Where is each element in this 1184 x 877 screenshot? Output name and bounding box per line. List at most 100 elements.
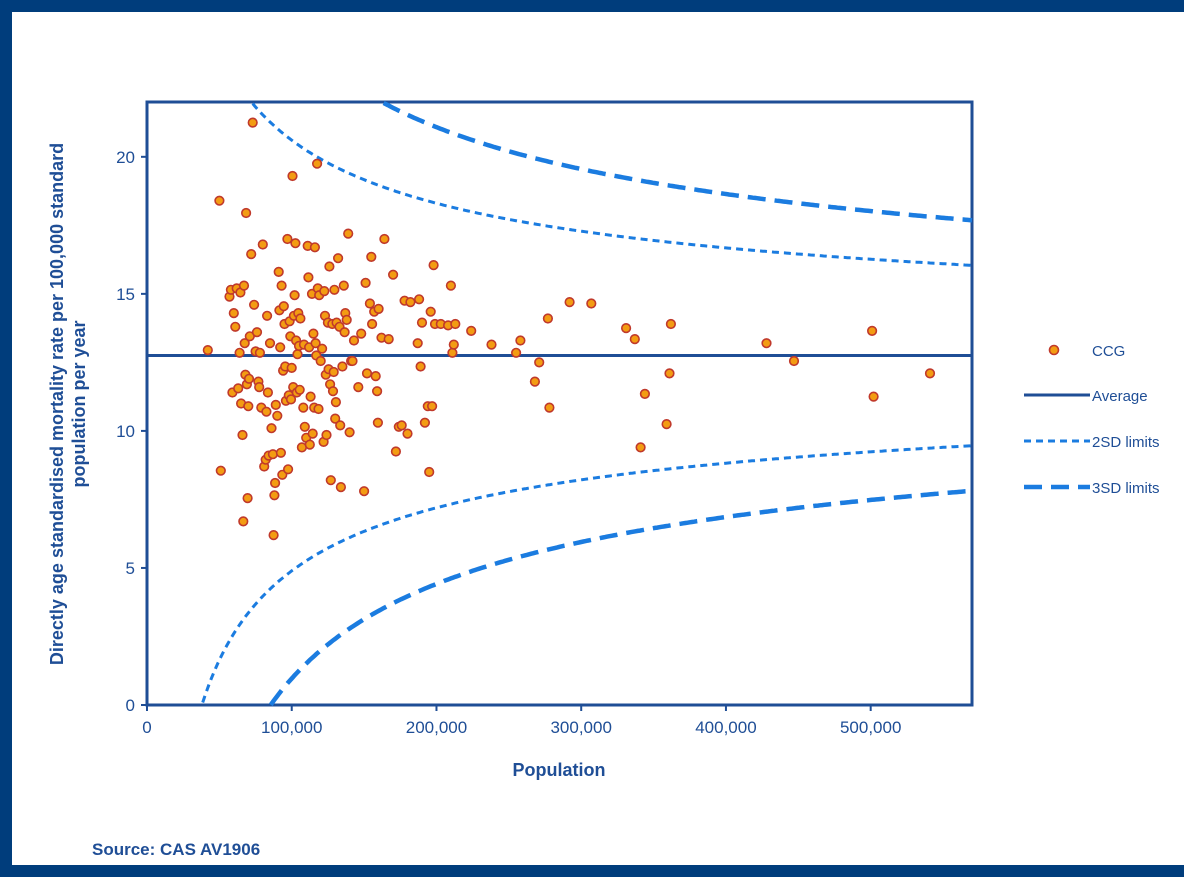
ccg-point [266, 423, 277, 434]
ccg-point [447, 347, 458, 358]
ccg-point [416, 317, 428, 328]
ccg-point [534, 357, 545, 368]
ccg-point [412, 338, 423, 349]
ccg-point [237, 429, 248, 441]
ccg-point [243, 373, 255, 384]
ccg-point [405, 297, 416, 308]
legend-average-label: Average [1092, 388, 1148, 405]
legend-2sd-label: 2SD limits [1092, 434, 1160, 451]
ccg-point [639, 388, 651, 400]
ccg-point [466, 325, 477, 337]
ccg-point [285, 394, 297, 405]
ccg-point [367, 318, 378, 330]
ccg-point [262, 310, 273, 321]
ccg-point [344, 427, 355, 438]
ccg-point [664, 368, 675, 379]
ccg-point [329, 284, 340, 295]
ccg-point [415, 361, 426, 372]
ccg-point [866, 325, 878, 337]
ccg-point [308, 328, 319, 339]
ccg-point [292, 349, 303, 360]
ccg-point [272, 410, 283, 421]
ccg-point [338, 280, 349, 291]
ccg-point [286, 362, 297, 374]
upper-2sd-limit [251, 102, 972, 267]
ccg-point [298, 402, 309, 413]
ccg-point [424, 466, 435, 478]
ccg-point [270, 399, 281, 411]
ccg-point [317, 343, 328, 354]
ccg-points [202, 117, 936, 541]
ccg-point [307, 428, 318, 439]
legend-ccg-marker [1048, 344, 1060, 356]
ccg-point [379, 233, 390, 245]
ccg-point [788, 355, 800, 367]
ccg-point [228, 308, 239, 319]
ccg-point [544, 402, 555, 413]
ccg-point [238, 516, 249, 527]
ccg-point [515, 335, 526, 346]
ccg-point [230, 321, 241, 332]
ccg-point [233, 383, 244, 394]
legend-3sd-label: 3SD limits [1092, 480, 1160, 497]
ccg-point [390, 446, 402, 457]
ccg-point [262, 387, 274, 398]
ccg-point [290, 238, 301, 249]
ccg-point [335, 482, 347, 493]
ccg-point [264, 338, 276, 349]
ccg-point [310, 338, 321, 349]
ccg-point [269, 490, 280, 501]
ccg-point [295, 313, 306, 324]
ccg-point [564, 297, 575, 308]
ccg-point [234, 347, 245, 358]
ccg-point [372, 386, 383, 397]
ccg-point [445, 280, 457, 291]
y-axis-ticks: 0 5 10 15 20 [116, 148, 147, 715]
ccg-point [239, 338, 250, 349]
lower-3sd-limit [268, 488, 973, 707]
lower-2sd-limit [201, 444, 972, 703]
ccg-point [427, 401, 438, 412]
ccg-point [364, 298, 376, 309]
upper-3sd-limit [382, 100, 973, 223]
ccg-point [661, 419, 672, 430]
ccg-point [402, 428, 413, 439]
ccg-point [529, 376, 541, 387]
ccg-point [359, 486, 370, 497]
ccg-point [254, 382, 265, 393]
y-tick-label: 5 [126, 559, 135, 578]
ccg-point [257, 239, 268, 250]
ccg-point [419, 417, 431, 428]
ccg-point [321, 429, 332, 441]
x-axis-label: Population [513, 760, 606, 780]
ccg-point [241, 207, 252, 219]
legend-ccg-label: CCG [1092, 343, 1125, 360]
ccg-point [312, 158, 323, 169]
ccg-point [215, 465, 226, 476]
ccg-point [270, 477, 281, 489]
ccg-point [373, 303, 384, 315]
ccg-point [268, 529, 279, 541]
ccg-point [510, 347, 522, 358]
ccg-point [273, 266, 284, 278]
ccg-point [635, 442, 646, 453]
ccg-point [278, 301, 289, 312]
ccg-point [761, 338, 772, 349]
ccg-point [620, 323, 632, 334]
x-tick-label: 300,000 [550, 718, 611, 737]
ccg-point [486, 339, 497, 350]
ccg-point [425, 306, 436, 317]
x-tick-label: 500,000 [840, 718, 901, 737]
ccg-point [330, 413, 341, 424]
ccg-point [267, 449, 279, 460]
y-tick-label: 20 [116, 148, 135, 167]
ccg-point [629, 334, 640, 345]
ccg-point [251, 327, 263, 338]
ccg-point [313, 403, 324, 415]
ccg-point [396, 420, 407, 431]
ccg-point [353, 382, 364, 393]
ccg-point [328, 366, 339, 378]
ccg-point [282, 233, 293, 245]
ccg-point [202, 345, 213, 356]
